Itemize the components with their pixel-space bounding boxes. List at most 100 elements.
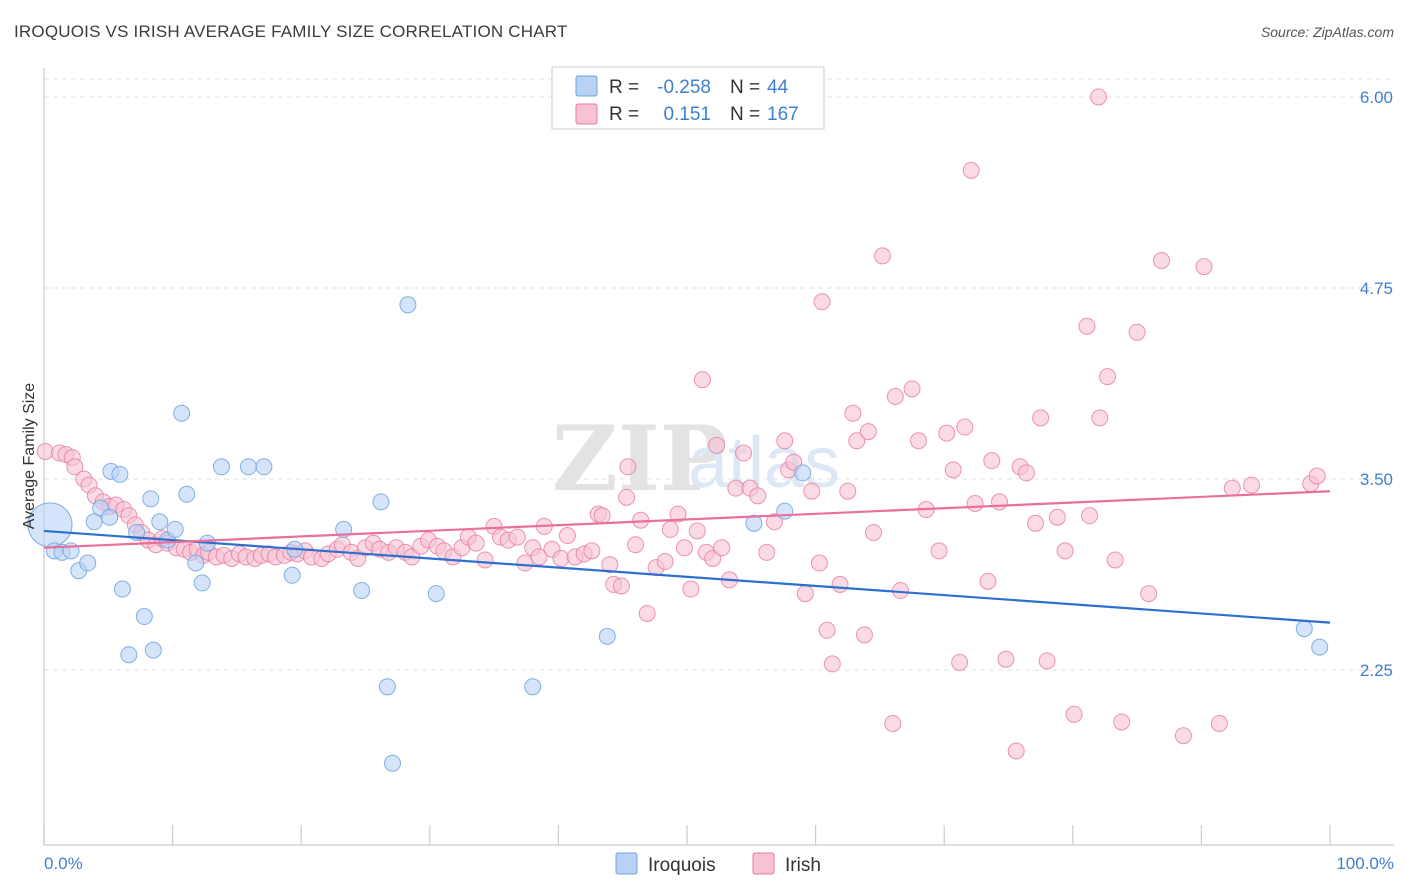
iroquois-point-28: [283, 566, 301, 584]
iroquois-point-23: [193, 574, 211, 592]
irish-point-135: [983, 452, 1001, 470]
y-tick-label-0: 2.25: [1360, 661, 1393, 680]
irish-point-131: [956, 418, 974, 436]
legend-r-value-1: -0.258: [657, 77, 711, 98]
irish-point-136: [990, 493, 1008, 511]
irish-point-103: [765, 513, 783, 531]
irish-point-117: [855, 626, 873, 644]
legend-r-value-2: 0.151: [663, 104, 711, 125]
irish-point-67: [530, 548, 548, 566]
irish-point-145: [1056, 542, 1074, 560]
watermark-zip: ZIP: [552, 406, 727, 512]
iroquois-point-37: [524, 678, 542, 696]
bottom-legend-swatch-iroquois: [615, 852, 638, 875]
source-label: Source: ZipAtlas.com: [1260, 24, 1394, 40]
iroquois-point-34: [384, 754, 402, 772]
iroquois-point-22: [187, 554, 205, 572]
irish-point-124: [903, 380, 921, 398]
iroquois-point-31: [353, 582, 371, 600]
legend-n-label-1: N =: [730, 77, 760, 98]
irish-point-99: [735, 444, 753, 462]
trend-lines: [43, 490, 1331, 624]
irish-point-91: [688, 522, 706, 540]
iroquois-point-11: [113, 580, 131, 598]
legend-swatch-iroquois: [575, 75, 598, 97]
iroquois-point-32: [372, 493, 390, 511]
irish-point-153: [1128, 323, 1146, 341]
irish-point-142: [1032, 409, 1050, 427]
iroquois-point-27: [255, 458, 273, 476]
irish-point-80: [618, 488, 636, 506]
irish-point-138: [1007, 742, 1025, 760]
x-ticks: [43, 825, 1331, 845]
irish-point-127: [930, 542, 948, 560]
legend-r-label-2: R =: [609, 104, 639, 125]
irish-point-149: [1091, 409, 1109, 427]
irish-point-95: [708, 436, 726, 454]
irish-point-157: [1195, 258, 1213, 276]
iroquois-point-8: [101, 508, 119, 526]
legend-swatch-irish: [575, 103, 598, 125]
irish-point-150: [1099, 368, 1117, 386]
y-tick-label-2: 4.75: [1360, 279, 1393, 298]
iroquois-point-3: [62, 542, 80, 560]
irish-point-122: [886, 387, 904, 405]
irish-point-156: [1174, 727, 1192, 745]
iroquois-point-14: [135, 608, 153, 626]
irish-point-130: [951, 653, 969, 671]
iroquois-point-38: [598, 627, 616, 645]
irish-point-133: [966, 494, 984, 512]
y-axis-label: Average Family Size: [21, 383, 38, 530]
irish-point-108: [803, 482, 821, 500]
irish-point-110: [813, 293, 831, 311]
irish-point-109: [810, 554, 828, 572]
irish-point-79: [612, 577, 630, 595]
irish-point-148: [1081, 507, 1099, 525]
irish-point-134: [979, 572, 997, 590]
legend-r-label-1: R =: [609, 77, 639, 98]
iroquois-point-5: [79, 554, 97, 572]
irish-point-77: [601, 556, 619, 574]
iroquois-point-21: [178, 485, 196, 503]
iroquois-point-26: [239, 458, 257, 476]
irish-point-162: [1308, 467, 1326, 485]
irish-point-144: [1048, 508, 1066, 526]
iroquois-point-15: [142, 490, 160, 508]
irish-point-132: [962, 161, 980, 179]
irish-point-86: [656, 553, 674, 571]
iroquois-point-36: [427, 585, 445, 603]
bottom-legend-label-irish: Irish: [785, 855, 821, 876]
legend-n-value-2: 167: [767, 104, 799, 125]
irish-trend-line: [43, 490, 1331, 549]
y-tick-labels: 2.25 3.50 4.75 6.00: [1360, 88, 1393, 680]
irish-point-84: [638, 604, 656, 622]
iroquois-trend-line: [43, 529, 1331, 624]
irish-point-120: [873, 247, 891, 265]
irish-point-121: [884, 714, 902, 732]
irish-point-102: [758, 543, 776, 561]
irish-point-146: [1065, 705, 1083, 723]
irish-point-152: [1113, 713, 1131, 731]
iroquois-point-35: [399, 296, 417, 314]
correlation-legend: R = -0.258 N = 44 R = 0.151 N = 167: [551, 66, 825, 130]
irish-point-158: [1210, 714, 1228, 732]
irish-point-87: [661, 520, 679, 538]
iroquois-point-39: [745, 514, 763, 532]
legend-n-value-1: 44: [767, 77, 789, 98]
iroquois-point-41: [794, 464, 812, 482]
irish-point-147: [1078, 317, 1096, 335]
irish-point-101: [749, 487, 767, 505]
iroquois-point-16: [144, 641, 162, 659]
irish-point-71: [558, 527, 576, 545]
irish-point-90: [682, 580, 700, 598]
irish-point-96: [713, 539, 731, 557]
legend-n-label-2: N =: [730, 104, 760, 125]
irish-point-107: [796, 585, 814, 603]
irish-point-163: [1090, 88, 1108, 106]
irish-point-128: [938, 424, 956, 442]
irish-point-111: [818, 621, 836, 639]
iroquois-points: [27, 296, 1329, 772]
irish-point-74: [583, 542, 601, 560]
bottom-legend-label-iroquois: Iroquois: [648, 855, 716, 876]
iroquois-point-19: [166, 520, 184, 538]
